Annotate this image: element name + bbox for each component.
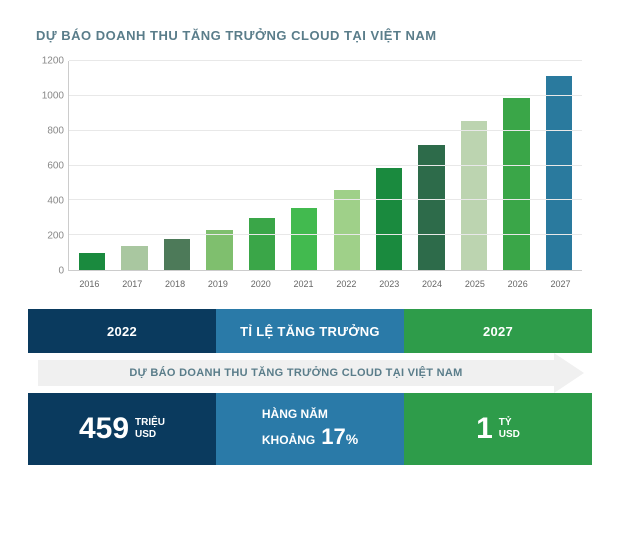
x-tick-label: 2022 <box>325 273 368 291</box>
bar-wrap <box>283 61 325 270</box>
x-tick-label: 2027 <box>539 273 582 291</box>
y-tick-label: 0 <box>30 266 64 277</box>
bar-wrap <box>113 61 155 270</box>
chart-bar <box>334 190 360 270</box>
bar-wrap <box>368 61 410 270</box>
chart-plot-area <box>68 61 582 271</box>
stat-number: 459 <box>79 412 129 446</box>
gridline <box>69 130 582 131</box>
arrow-row: DỰ BÁO DOANH THU TĂNG TRƯỞNG CLOUD TẠI V… <box>28 353 592 393</box>
arrow-head-icon <box>554 353 584 393</box>
summary-header-cell: 2022 <box>28 309 216 353</box>
bar-wrap <box>495 61 537 270</box>
infographic-container: DỰ BÁO DOANH THU TĂNG TRƯỞNG CLOUD TẠI V… <box>0 0 620 550</box>
gridline <box>69 199 582 200</box>
y-tick-label: 200 <box>30 231 64 242</box>
y-tick-label: 400 <box>30 195 64 206</box>
chart-bar <box>503 98 529 270</box>
chart-bar <box>418 145 444 270</box>
bar-wrap <box>326 61 368 270</box>
chart-bar <box>249 218 275 270</box>
y-tick-label: 1000 <box>30 90 64 101</box>
summary-header-row: 2022TỈ LỆ TĂNG TRƯỞNG2027 <box>28 309 592 353</box>
gridline <box>69 234 582 235</box>
chart-bar <box>546 76 572 270</box>
chart-bar <box>206 230 232 270</box>
bar-wrap <box>198 61 240 270</box>
arrow-text: DỰ BÁO DOANH THU TĂNG TRƯỞNG CLOUD TẠI V… <box>129 367 462 379</box>
summary-header-cell: 2027 <box>404 309 592 353</box>
bar-wrap <box>71 61 113 270</box>
chart-bars <box>69 61 582 270</box>
y-tick-label: 800 <box>30 125 64 136</box>
chart-bar <box>376 168 402 270</box>
summary-stat-cell: 1 TỶUSD <box>404 393 592 465</box>
x-tick-label: 2026 <box>496 273 539 291</box>
x-tick-label: 2024 <box>411 273 454 291</box>
bar-wrap <box>241 61 283 270</box>
x-tick-label: 2016 <box>68 273 111 291</box>
growth-line1: HÀNG NĂM <box>262 407 328 423</box>
chart-bar <box>164 239 190 270</box>
stat-unit: TRIỆUUSD <box>135 417 165 441</box>
bar-wrap <box>410 61 452 270</box>
summary-stat-cell: 459TRIỆUUSD <box>28 393 216 465</box>
chart-bar <box>291 208 317 270</box>
bar-wrap <box>453 61 495 270</box>
chart-title: DỰ BÁO DOANH THU TĂNG TRƯỞNG CLOUD TẠI V… <box>36 28 592 43</box>
summary-header-cell: TỈ LỆ TĂNG TRƯỞNG <box>216 309 404 353</box>
arrow-body: DỰ BÁO DOANH THU TĂNG TRƯỞNG CLOUD TẠI V… <box>38 360 554 386</box>
chart-bar <box>121 246 147 270</box>
chart-bar <box>79 253 105 270</box>
gridline <box>69 95 582 96</box>
x-tick-label: 2017 <box>111 273 154 291</box>
chart-bar <box>461 121 487 270</box>
growth-line2: KHOẢNG17% <box>262 423 358 452</box>
y-tick-label: 1200 <box>30 56 64 67</box>
x-tick-label: 2018 <box>154 273 197 291</box>
summary-section: 2022TỈ LỆ TĂNG TRƯỞNG2027 DỰ BÁO DOANH T… <box>28 309 592 465</box>
stat-number: 1 <box>476 412 493 446</box>
x-tick-label: 2020 <box>239 273 282 291</box>
y-tick-label: 600 <box>30 161 64 172</box>
bar-chart: 020040060080010001200 201620172018201920… <box>68 61 582 291</box>
x-tick-label: 2025 <box>453 273 496 291</box>
summary-stat-row: 459TRIỆUUSD HÀNG NĂMKHOẢNG17% 1 TỶUSD <box>28 393 592 465</box>
x-tick-label: 2023 <box>368 273 411 291</box>
x-tick-label: 2019 <box>196 273 239 291</box>
gridline <box>69 165 582 166</box>
x-tick-label: 2021 <box>282 273 325 291</box>
x-axis-labels: 2016201720182019202020212022202320242025… <box>68 273 582 291</box>
growth-percent: 17 <box>321 423 345 452</box>
summary-stat-cell: HÀNG NĂMKHOẢNG17% <box>216 393 404 465</box>
stat-unit: TỶUSD <box>499 417 520 441</box>
growth-rate-block: HÀNG NĂMKHOẢNG17% <box>262 407 358 451</box>
bar-wrap <box>538 61 580 270</box>
y-axis: 020040060080010001200 <box>30 61 64 271</box>
gridline <box>69 60 582 61</box>
bar-wrap <box>156 61 198 270</box>
